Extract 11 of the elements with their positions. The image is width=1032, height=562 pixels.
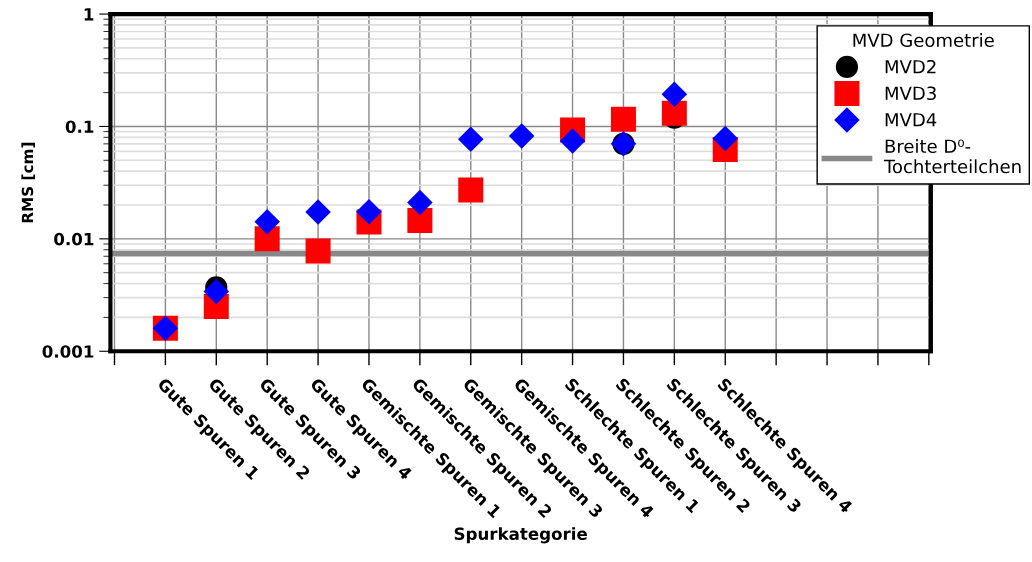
legend-label: MVD4 (885, 113, 937, 127)
y-tick-label: 0.001 (42, 345, 94, 358)
y-tick-label: 1 (84, 8, 94, 21)
legend-label: MVD3 (885, 86, 936, 101)
y-tick-label: 0.1 (65, 120, 94, 134)
y-axis-title: RMS [cm] (21, 142, 36, 223)
legend-label: Breite D⁰- Tochterteilchen (883, 139, 1021, 174)
y-tick-label: 0.01 (54, 232, 94, 246)
legend-title: MVD Geometrie (853, 33, 994, 48)
x-axis-title: Spurkategorie (454, 527, 587, 544)
legend-label: MVD2 (885, 59, 936, 74)
